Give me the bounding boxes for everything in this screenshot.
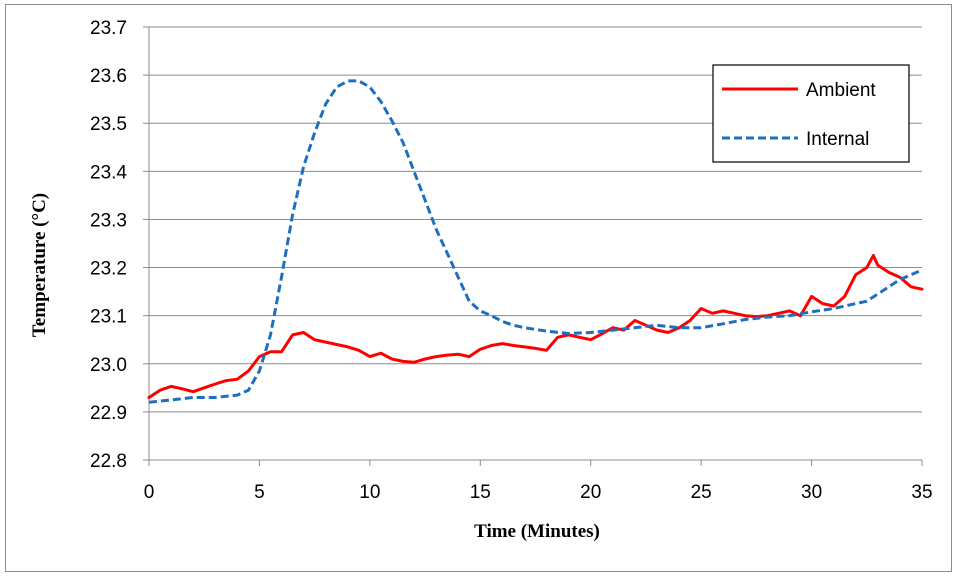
legend-label-ambient: Ambient — [806, 80, 876, 101]
x-tick-label: 0 — [144, 482, 155, 503]
x-tick-label: 35 — [911, 482, 932, 503]
series-layer — [147, 79, 924, 404]
y-tick-label: 23.3 — [90, 210, 127, 231]
y-tick-label: 23.6 — [90, 66, 127, 87]
x-tick-label: 5 — [254, 482, 265, 503]
y-tick-label: 23.5 — [90, 114, 127, 135]
y-tick-label: 22.8 — [90, 451, 127, 472]
x-tick-labels: 0 5 10 15 20 25 30 35 — [144, 482, 933, 503]
y-tick-labels: 22.8 22.9 23.0 23.1 23.2 23.3 23.4 23.5 23.6 23.7 — [90, 18, 127, 472]
x-tick-label: 30 — [801, 482, 822, 503]
y-tick-label: 23.7 — [90, 18, 127, 39]
series-line-internal — [148, 79, 923, 404]
x-tick-label: 15 — [470, 482, 491, 503]
y-tick-label: 22.9 — [90, 403, 127, 424]
axes — [143, 26, 923, 466]
y-tick-label: 23.4 — [90, 162, 127, 183]
y-tick-label: 23.1 — [90, 307, 127, 328]
series-line-ambient — [147, 254, 924, 399]
y-axis-title: Temperature (°C) — [29, 193, 50, 337]
legend-box — [712, 64, 910, 163]
legend-label-internal: Internal — [806, 129, 869, 150]
legend: Ambient Internal — [712, 64, 910, 163]
x-tick-label: 10 — [359, 482, 380, 503]
x-tick-label: 20 — [580, 482, 601, 503]
x-tick-label: 25 — [691, 482, 712, 503]
y-tick-label: 23.0 — [90, 355, 127, 376]
y-tick-label: 23.2 — [90, 259, 127, 280]
x-axis-title: Time (Minutes) — [474, 521, 600, 542]
